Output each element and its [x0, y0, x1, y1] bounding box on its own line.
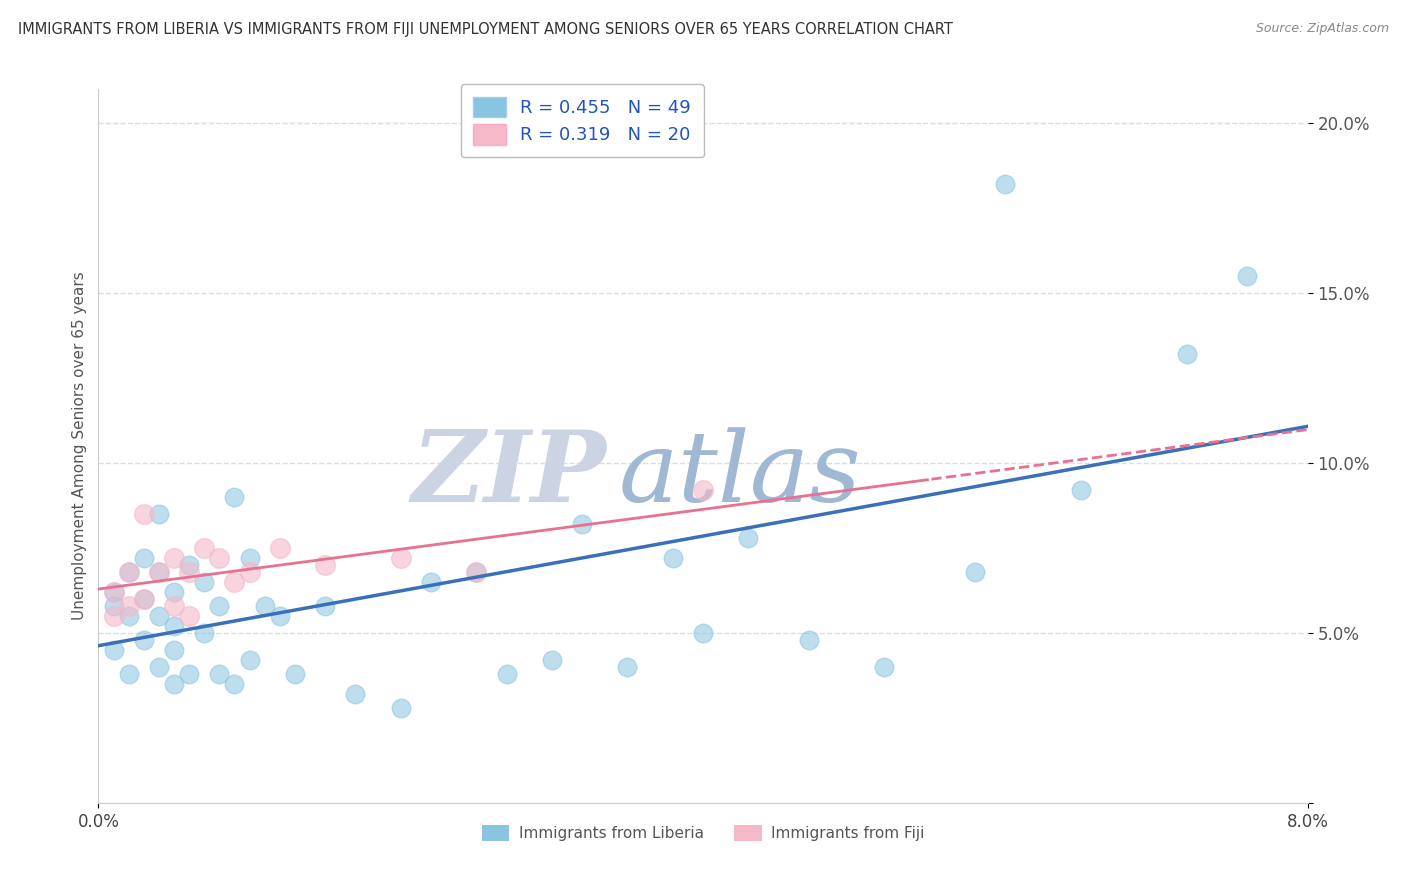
Point [314, 558, 336, 572]
Point [193, 541, 215, 555]
Point [132, 632, 155, 647]
Point [208, 551, 231, 566]
Point [163, 551, 186, 566]
Point [179, 565, 201, 579]
Point [103, 599, 125, 613]
Point [163, 599, 186, 613]
Point [132, 551, 155, 566]
Point [163, 619, 186, 633]
Point [163, 677, 186, 691]
Point [148, 660, 170, 674]
Point [253, 599, 276, 613]
Point [797, 632, 820, 647]
Point [103, 585, 125, 599]
Point [103, 643, 125, 657]
Point [163, 643, 186, 657]
Point [132, 591, 155, 606]
Point [540, 653, 562, 667]
Point [873, 660, 896, 674]
Point [179, 666, 201, 681]
Point [495, 666, 517, 681]
Text: atlas: atlas [619, 427, 860, 522]
Point [148, 565, 170, 579]
Point [118, 565, 141, 579]
Point [389, 551, 412, 566]
Point [132, 507, 155, 521]
Point [737, 531, 759, 545]
Point [224, 677, 246, 691]
Point [179, 608, 201, 623]
Point [692, 626, 714, 640]
Point [224, 490, 246, 504]
Point [132, 591, 155, 606]
Point [465, 565, 488, 579]
Point [344, 687, 367, 701]
Point [118, 608, 141, 623]
Point [314, 599, 336, 613]
Point [1236, 269, 1258, 284]
Point [465, 565, 488, 579]
Point [103, 585, 125, 599]
Text: IMMIGRANTS FROM LIBERIA VS IMMIGRANTS FROM FIJI UNEMPLOYMENT AMONG SENIORS OVER : IMMIGRANTS FROM LIBERIA VS IMMIGRANTS FR… [18, 22, 953, 37]
Legend: Immigrants from Liberia, Immigrants from Fiji: Immigrants from Liberia, Immigrants from… [474, 817, 932, 848]
Point [571, 517, 593, 532]
Text: Source: ZipAtlas.com: Source: ZipAtlas.com [1256, 22, 1389, 36]
Point [420, 574, 443, 589]
Point [692, 483, 714, 498]
Point [224, 574, 246, 589]
Point [1070, 483, 1092, 498]
Point [193, 574, 215, 589]
Point [118, 599, 141, 613]
Point [284, 666, 307, 681]
Point [239, 551, 262, 566]
Point [148, 565, 170, 579]
Point [179, 558, 201, 572]
Point [389, 700, 412, 714]
Point [148, 507, 170, 521]
Point [118, 666, 141, 681]
Point [269, 608, 291, 623]
Text: ZIP: ZIP [412, 426, 606, 523]
Point [239, 565, 262, 579]
Point [616, 660, 638, 674]
Point [103, 608, 125, 623]
Point [163, 585, 186, 599]
Point [661, 551, 683, 566]
Point [148, 608, 170, 623]
Point [1175, 347, 1198, 361]
Y-axis label: Unemployment Among Seniors over 65 years: Unemployment Among Seniors over 65 years [72, 272, 87, 620]
Point [965, 565, 987, 579]
Point [994, 178, 1017, 192]
Point [208, 666, 231, 681]
Point [208, 599, 231, 613]
Point [239, 653, 262, 667]
Point [269, 541, 291, 555]
Point [193, 626, 215, 640]
Point [118, 565, 141, 579]
